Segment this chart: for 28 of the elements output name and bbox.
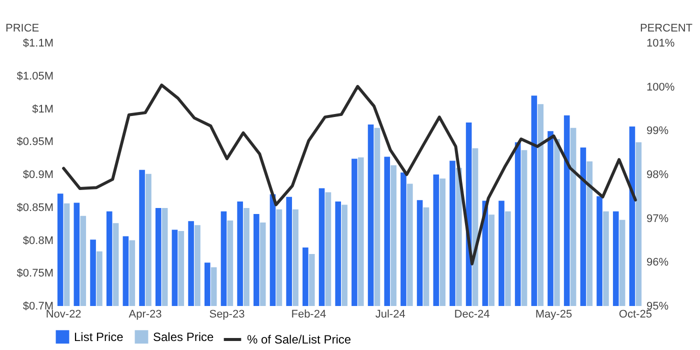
x-tick-label: Dec-24 [454, 308, 490, 320]
legend-label: % of Sale/List Price [247, 332, 352, 346]
x-tick-label: Apr-23 [128, 308, 162, 320]
legend-label: Sales Price [153, 330, 214, 344]
y-tick-label: $0.75M [16, 268, 54, 280]
y2-axis-title: PERCENT [640, 22, 693, 34]
y2-tick-label: 100% [646, 81, 675, 94]
y2-tick-label: 97% [646, 212, 669, 225]
y-tick-label: $0.8M [22, 234, 54, 247]
x-tick-label: May-25 [535, 308, 572, 320]
y-tick-label: $1.05M [16, 70, 54, 82]
y2-tick-label: 98% [646, 169, 669, 181]
y-axis-title: PRICE [6, 22, 40, 34]
x-tick-label: Jul-24 [375, 308, 406, 320]
legend-label: List Price [74, 330, 124, 344]
y-tick-label: $0.95M [16, 136, 54, 148]
x-tick-label: Sep-23 [209, 308, 245, 320]
y-tick-label: $1M [32, 103, 54, 116]
y2-tick-label: 96% [646, 256, 669, 269]
line-series [62, 84, 637, 266]
x-tick-label: Nov-22 [46, 308, 82, 320]
x-tick-label: Feb-24 [291, 308, 326, 320]
y-tick-label: $0.9M [22, 169, 54, 181]
y2-tick-label: 99% [646, 125, 669, 138]
y-tick-label: $0.85M [16, 202, 54, 214]
x-tick-label: Oct-25 [618, 308, 652, 320]
y2-tick-label: 101% [646, 38, 675, 50]
y-tick-label: $1.1M [22, 38, 54, 50]
